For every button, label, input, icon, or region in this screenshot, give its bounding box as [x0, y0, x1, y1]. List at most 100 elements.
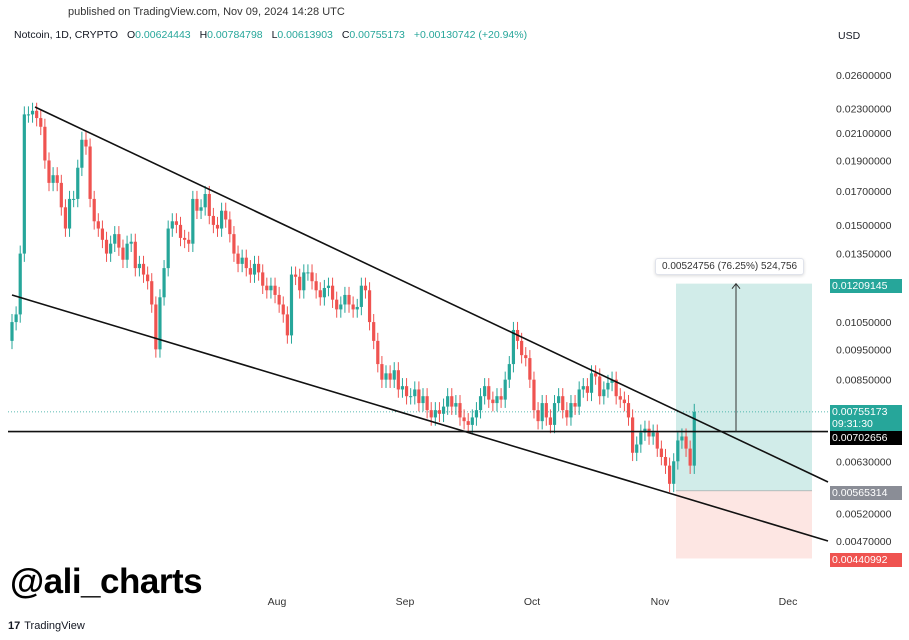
candle-down — [335, 299, 339, 310]
candle-up — [18, 253, 22, 315]
candle-up — [557, 396, 561, 404]
candle-down — [244, 257, 248, 269]
candle-up — [166, 228, 170, 269]
candle-up — [170, 221, 174, 229]
last-price-tag: 0.00755173 09:31:30 — [830, 405, 902, 433]
candle-down — [224, 210, 228, 220]
candle-up — [199, 207, 203, 211]
candle-up — [289, 274, 294, 336]
candle-up — [220, 210, 224, 229]
candle-down — [524, 355, 528, 359]
candle-down — [347, 294, 351, 305]
last-price: 0.00755173 — [832, 406, 888, 418]
candle-up — [72, 198, 76, 200]
candle-up — [676, 440, 680, 462]
candle-down — [273, 285, 277, 295]
y-tick-label: 0.02600000 — [836, 70, 892, 82]
candle-down — [684, 436, 688, 449]
candle-up — [22, 114, 26, 254]
candle-down — [376, 340, 380, 365]
candle-down — [466, 421, 470, 425]
candle-down — [228, 219, 232, 235]
candle-down — [688, 448, 692, 466]
candle-down — [257, 263, 261, 273]
candle-down — [318, 290, 322, 298]
candle-up — [306, 272, 310, 274]
candle-down — [39, 118, 43, 127]
candle-down — [536, 410, 540, 422]
candle-up — [421, 396, 425, 404]
candle-down — [285, 314, 289, 336]
candle-up — [129, 241, 133, 244]
level-price-tag: 0.00702656 — [830, 431, 902, 445]
candle-down — [622, 399, 626, 404]
candle-down — [92, 198, 96, 222]
low-value: 0.00613903 — [277, 29, 333, 41]
candle-up — [51, 175, 55, 183]
candle-down — [487, 386, 491, 400]
lower-trendline — [11, 294, 829, 542]
y-tick-label: 0.01900000 — [836, 155, 892, 167]
candle-up — [577, 389, 581, 407]
candle-down — [663, 456, 668, 466]
target-zone — [676, 283, 812, 491]
tradingview-logo-text: TradingView — [24, 620, 85, 632]
candle-up — [76, 167, 80, 199]
candle-up — [26, 114, 31, 116]
candle-down — [215, 224, 220, 229]
candle-down — [659, 448, 663, 457]
candle-down — [561, 396, 565, 411]
change-value: +0.00130742 (+20.94%) — [413, 29, 528, 41]
candle-up — [495, 396, 499, 404]
published-note: published on TradingView.com, Nov 09, 20… — [68, 6, 345, 18]
candle-down — [532, 379, 536, 411]
candle-down — [277, 294, 281, 305]
candle-up — [581, 386, 585, 390]
candle-up — [113, 234, 117, 244]
candle-down — [59, 182, 63, 208]
candle-up — [433, 410, 437, 418]
candle-down — [668, 465, 672, 484]
x-tick-label: Nov — [651, 596, 670, 608]
candle-down — [150, 281, 154, 305]
candle-down — [647, 428, 651, 437]
y-tick-label: 0.01050000 — [836, 317, 892, 329]
candle-up — [651, 432, 655, 437]
candle-up — [252, 263, 257, 275]
candle-down — [84, 139, 88, 147]
candle-down — [396, 370, 400, 390]
candle-down — [281, 304, 285, 315]
high-label: H — [199, 29, 208, 41]
close-value: 0.00755173 — [349, 29, 405, 41]
candle-up — [326, 285, 331, 288]
candle-down — [367, 290, 372, 323]
candle-down — [585, 386, 589, 393]
candle-down — [178, 224, 183, 238]
candle-up — [355, 306, 359, 310]
candle-up — [606, 382, 610, 390]
candle-down — [404, 386, 409, 397]
candle-down — [573, 403, 577, 407]
y-tick-label: 0.00630000 — [836, 456, 892, 468]
candle-up — [162, 268, 166, 298]
tradingview-logo-icon: 17 — [8, 620, 21, 632]
candle-down — [417, 389, 421, 404]
y-tick-label: 0.02100000 — [836, 128, 892, 140]
candle-down — [351, 304, 355, 310]
candle-up — [80, 139, 84, 168]
candle-up — [109, 243, 113, 254]
candle-up — [322, 287, 326, 298]
candle-down — [195, 198, 199, 211]
high-value: 0.00784798 — [207, 29, 263, 41]
candle-down — [298, 276, 302, 291]
candle-down — [174, 221, 178, 225]
candle-down — [187, 239, 191, 244]
measure-label: 0.00524756 (76.25%) 524,756 — [655, 258, 805, 275]
candle-up — [470, 417, 474, 425]
candle-up — [302, 272, 306, 291]
candle-up — [359, 285, 363, 307]
y-tick-label: 0.00850000 — [836, 375, 892, 387]
y-tick-label: 0.01500000 — [836, 220, 892, 232]
candle-up — [441, 406, 446, 414]
